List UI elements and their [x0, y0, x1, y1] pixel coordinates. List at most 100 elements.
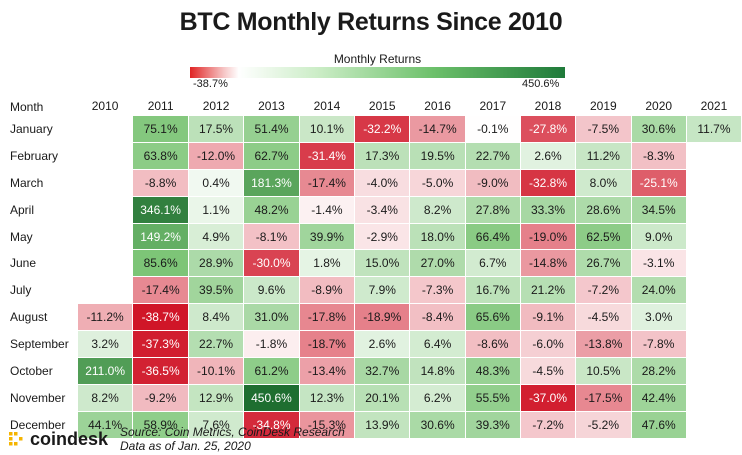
return-cell: -5.2%: [576, 411, 631, 438]
month-row: August -11.2% -38.7% 8.4% 31.0% -17.8% -18.9% -…: [8, 304, 742, 331]
return-cell: -19.0%: [520, 223, 575, 250]
return-cell: -32.2%: [355, 116, 410, 143]
return-cell: -17.4%: [133, 277, 189, 304]
return-cell: [686, 277, 741, 304]
year-header: 2016: [410, 95, 465, 116]
return-cell: 31.0%: [244, 304, 300, 331]
year-header: 2015: [355, 95, 410, 116]
return-cell: 149.2%: [133, 223, 189, 250]
return-cell: 27.0%: [410, 250, 465, 277]
return-cell: 3.2%: [77, 331, 132, 358]
month-row: October 211.0% -36.5% -10.1% 61.2% -13.4% 32.7…: [8, 358, 742, 385]
return-cell: 62.5%: [576, 223, 631, 250]
return-cell: -37.3%: [133, 331, 189, 358]
return-cell: [686, 331, 741, 358]
year-header: 2011: [133, 95, 189, 116]
return-cell: 66.4%: [465, 223, 520, 250]
return-cell: 6.4%: [410, 331, 465, 358]
month-row: November 8.2% -9.2% 12.9% 450.6% 12.3% 20.1% 6.…: [8, 384, 742, 411]
year-header: 2010: [77, 95, 132, 116]
legend-color-scale: [190, 67, 565, 78]
return-cell: 7.9%: [355, 277, 410, 304]
return-cell: [686, 223, 741, 250]
return-cell: -8.4%: [410, 304, 465, 331]
return-cell: -4.5%: [520, 358, 575, 385]
return-cell: 1.8%: [299, 250, 354, 277]
month-label: October: [8, 358, 77, 385]
return-cell: -12.0%: [188, 142, 243, 169]
return-cell: -4.5%: [576, 304, 631, 331]
return-cell: 17.5%: [188, 116, 243, 143]
return-cell: 10.5%: [576, 358, 631, 385]
return-cell: 3.0%: [631, 304, 686, 331]
return-cell: 30.6%: [410, 411, 465, 438]
return-cell: 42.4%: [631, 384, 686, 411]
return-cell: -8.3%: [631, 142, 686, 169]
return-cell: -13.4%: [299, 358, 354, 385]
year-header: 2014: [299, 95, 354, 116]
return-cell: 15.0%: [355, 250, 410, 277]
return-cell: 32.7%: [355, 358, 410, 385]
return-cell: 28.2%: [631, 358, 686, 385]
month-row: July -17.4% 39.5% 9.6% -8.9% 7.9% -7.3% 16.7% 21…: [8, 277, 742, 304]
return-cell: [77, 277, 132, 304]
return-cell: -32.8%: [520, 169, 575, 196]
return-cell: 47.6%: [631, 411, 686, 438]
month-row: April 346.1% 1.1% 48.2% -1.4% -3.4% 8.2% 27.8% 3…: [8, 196, 742, 223]
return-cell: 13.9%: [355, 411, 410, 438]
return-cell: -8.1%: [244, 223, 300, 250]
return-cell: -17.8%: [299, 304, 354, 331]
return-cell: 9.0%: [631, 223, 686, 250]
year-header: 2017: [465, 95, 520, 116]
return-cell: 8.2%: [410, 196, 465, 223]
month-label: May: [8, 223, 77, 250]
return-cell: -11.2%: [77, 304, 132, 331]
return-cell: 20.1%: [355, 384, 410, 411]
return-cell: 4.9%: [188, 223, 243, 250]
return-cell: 181.3%: [244, 169, 300, 196]
return-cell: -18.9%: [355, 304, 410, 331]
return-cell: 12.9%: [188, 384, 243, 411]
return-cell: -27.8%: [520, 116, 575, 143]
return-cell: 39.9%: [299, 223, 354, 250]
month-row: May 149.2% 4.9% -8.1% 39.9% -2.9% 18.0% 66.4% -1…: [8, 223, 742, 250]
return-cell: -9.0%: [465, 169, 520, 196]
returns-heatmap: Month 2010 2011 2012 2013 2014 2015 2016 2017 20…: [8, 95, 742, 439]
return-cell: 26.7%: [576, 250, 631, 277]
return-cell: 48.3%: [465, 358, 520, 385]
return-cell: 17.3%: [355, 142, 410, 169]
return-cell: 16.7%: [465, 277, 520, 304]
data-date-line: Data as of Jan. 25, 2020: [120, 439, 345, 453]
return-cell: [77, 250, 132, 277]
return-cell: -3.1%: [631, 250, 686, 277]
month-label: February: [8, 142, 77, 169]
year-header-row: Month 2010 2011 2012 2013 2014 2015 2016 2017 20…: [8, 95, 742, 116]
return-cell: -31.4%: [299, 142, 354, 169]
return-cell: 63.8%: [133, 142, 189, 169]
return-cell: [686, 169, 741, 196]
month-row: January 75.1% 17.5% 51.4% 10.1% -32.2% -14.7% -…: [8, 116, 742, 143]
year-header: 2018: [520, 95, 575, 116]
return-cell: 75.1%: [133, 116, 189, 143]
return-cell: -30.0%: [244, 250, 300, 277]
legend-max-label: 450.6%: [522, 78, 559, 90]
return-cell: -0.1%: [465, 116, 520, 143]
return-cell: 6.7%: [465, 250, 520, 277]
return-cell: 27.8%: [465, 196, 520, 223]
return-cell: 39.3%: [465, 411, 520, 438]
return-cell: 2.6%: [355, 331, 410, 358]
source-note: Source: Coin Metrics, CoinDesk Research …: [120, 425, 345, 453]
month-label: April: [8, 196, 77, 223]
return-cell: 48.2%: [244, 196, 300, 223]
return-cell: 0.4%: [188, 169, 243, 196]
return-cell: -7.2%: [576, 277, 631, 304]
return-cell: [686, 250, 741, 277]
return-cell: 11.7%: [686, 116, 741, 143]
return-cell: 30.6%: [631, 116, 686, 143]
return-cell: 19.5%: [410, 142, 465, 169]
return-cell: 450.6%: [244, 384, 300, 411]
month-row: March -8.8% 0.4% 181.3% -17.4% -4.0% -5.0% -9.0…: [8, 169, 742, 196]
return-cell: 34.5%: [631, 196, 686, 223]
return-cell: -17.4%: [299, 169, 354, 196]
legend-title: Monthly Returns: [190, 52, 565, 66]
